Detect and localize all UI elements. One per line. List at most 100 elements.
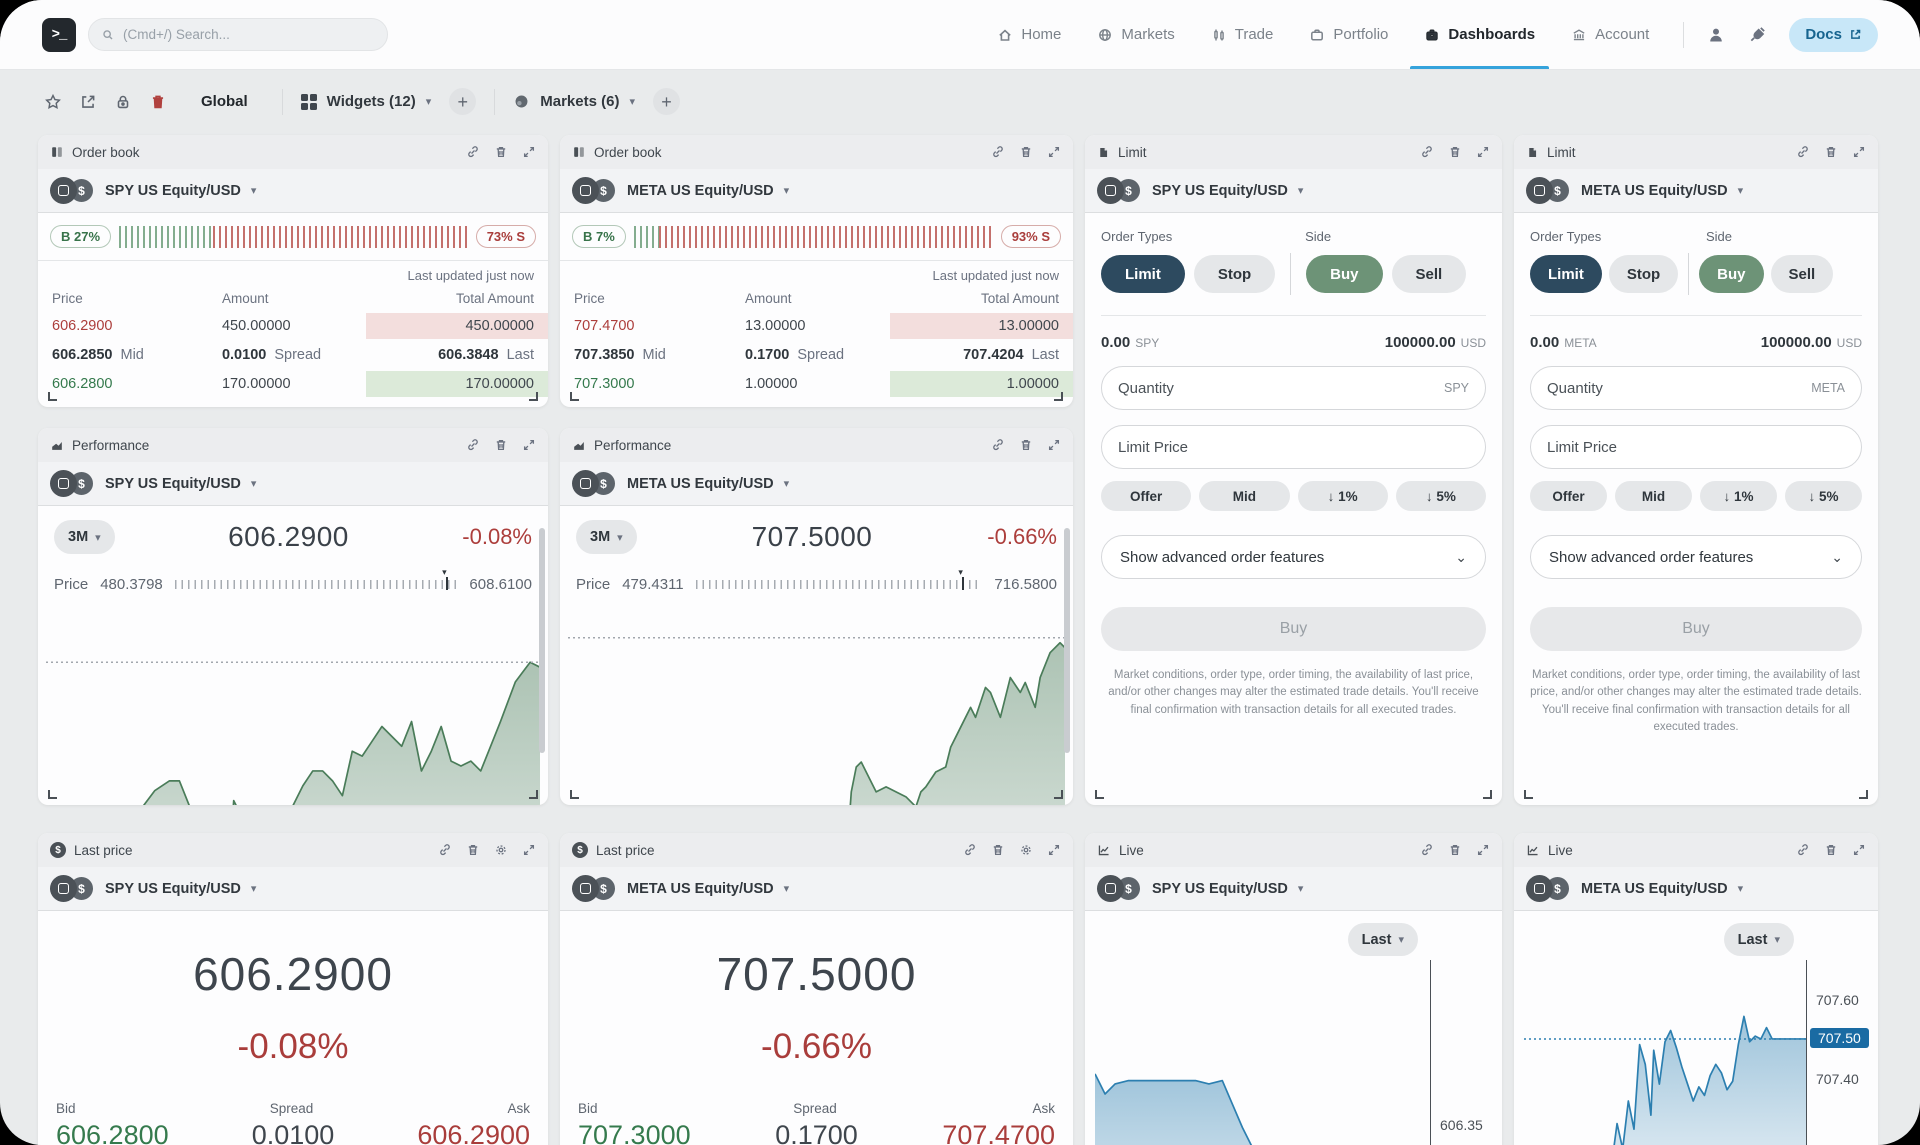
trash-icon[interactable]: [494, 438, 508, 452]
resize-corner[interactable]: [1524, 790, 1533, 799]
widgets-dropdown[interactable]: Widgets (12) ▾: [300, 93, 431, 110]
trash-icon[interactable]: [1448, 145, 1462, 159]
expand-icon[interactable]: [522, 843, 536, 857]
sell-side-button[interactable]: Sell: [1391, 255, 1467, 293]
settings-gear-icon[interactable]: [494, 843, 508, 857]
symbol-selector[interactable]: $ SPY US Equity/USD ▾: [38, 169, 548, 213]
settings-gear-icon[interactable]: [1019, 843, 1033, 857]
submit-buy-button[interactable]: Buy: [1101, 607, 1486, 651]
resize-corner[interactable]: [570, 790, 579, 799]
link-icon[interactable]: [963, 843, 977, 857]
resize-corner[interactable]: [1095, 790, 1104, 799]
resize-corner[interactable]: [1483, 790, 1492, 799]
symbol-selector[interactable]: $ META US Equity/USD ▾: [560, 867, 1073, 911]
user-icon[interactable]: [1706, 25, 1726, 45]
expand-icon[interactable]: [522, 438, 536, 452]
search-input[interactable]: [123, 27, 353, 42]
link-icon[interactable]: [1420, 145, 1434, 159]
resize-corner[interactable]: [1054, 790, 1063, 799]
expand-icon[interactable]: [1476, 145, 1490, 159]
down-1pct-button[interactable]: ↓ 1%: [1700, 481, 1777, 511]
sell-side-button[interactable]: Sell: [1770, 255, 1834, 293]
add-widget-button[interactable]: +: [449, 88, 477, 115]
trash-icon[interactable]: [1824, 843, 1838, 857]
scrollbar[interactable]: [1064, 528, 1070, 753]
down-5pct-button[interactable]: ↓ 5%: [1785, 481, 1862, 511]
expand-icon[interactable]: [1047, 843, 1061, 857]
link-icon[interactable]: [991, 438, 1005, 452]
symbol-selector[interactable]: $ SPY US Equity/USD ▾: [1085, 169, 1502, 213]
resize-corner[interactable]: [48, 790, 57, 799]
offer-button[interactable]: Offer: [1101, 481, 1192, 511]
lock-icon[interactable]: [114, 93, 132, 111]
submit-buy-button[interactable]: Buy: [1530, 607, 1862, 651]
nav-item-trade[interactable]: Trade: [1211, 0, 1273, 69]
dashboard-tab-global[interactable]: Global: [201, 93, 248, 110]
down-1pct-button[interactable]: ↓ 1%: [1297, 481, 1388, 511]
nav-item-account[interactable]: Account: [1571, 0, 1649, 69]
resize-corner[interactable]: [570, 392, 579, 401]
resize-corner[interactable]: [1859, 790, 1868, 799]
docs-button[interactable]: Docs: [1789, 17, 1878, 52]
symbol-selector[interactable]: $ META US Equity/USD ▾: [560, 462, 1073, 506]
nav-item-dashboards[interactable]: Dashboards: [1410, 0, 1550, 69]
buy-side-button[interactable]: Buy: [1699, 255, 1764, 293]
star-icon[interactable]: [44, 93, 62, 111]
quantity-input[interactable]: [1547, 379, 1812, 397]
trash-icon[interactable]: [1019, 145, 1033, 159]
nav-item-markets[interactable]: Markets: [1097, 0, 1175, 69]
bid-row[interactable]: 707.3000 1.00000 1.00000: [560, 369, 1073, 398]
price-type-selector[interactable]: Last ▾: [1347, 923, 1418, 956]
symbol-selector[interactable]: $ META US Equity/USD ▾: [560, 169, 1073, 213]
link-icon[interactable]: [991, 145, 1005, 159]
symbol-selector[interactable]: $ META US Equity/USD ▾: [1514, 867, 1878, 911]
stop-type-button[interactable]: Stop: [1193, 255, 1276, 293]
bid-row[interactable]: 606.2800 170.00000 170.00000: [38, 369, 548, 398]
symbol-selector[interactable]: $ SPY US Equity/USD ▾: [1085, 867, 1502, 911]
advanced-features-select[interactable]: Show advanced order features ⌄: [1530, 535, 1862, 579]
terminal-logo-icon[interactable]: >_: [42, 17, 76, 52]
trash-icon[interactable]: [494, 145, 508, 159]
expand-icon[interactable]: [1047, 145, 1061, 159]
price-type-selector[interactable]: Last ▾: [1723, 923, 1794, 956]
nav-item-home[interactable]: Home: [997, 0, 1061, 69]
resize-corner[interactable]: [529, 790, 538, 799]
limit-price-input[interactable]: [1547, 438, 1845, 456]
scrollbar[interactable]: [539, 528, 545, 753]
resize-corner[interactable]: [1054, 392, 1063, 401]
link-icon[interactable]: [438, 843, 452, 857]
nav-item-portfolio[interactable]: Portfolio: [1309, 0, 1388, 69]
limit-type-button[interactable]: Limit: [1101, 255, 1185, 293]
symbol-selector[interactable]: $ SPY US Equity/USD ▾: [38, 462, 548, 506]
link-icon[interactable]: [1796, 843, 1810, 857]
stop-type-button[interactable]: Stop: [1608, 255, 1679, 293]
resize-corner[interactable]: [48, 392, 57, 401]
share-export-icon[interactable]: [79, 93, 97, 111]
ask-row[interactable]: 707.4700 13.00000 13.00000: [560, 311, 1073, 340]
range-selector[interactable]: 3M ▾: [54, 520, 115, 554]
expand-icon[interactable]: [1047, 438, 1061, 452]
trash-icon[interactable]: [1824, 145, 1838, 159]
limit-price-input[interactable]: [1118, 438, 1469, 456]
down-5pct-button[interactable]: ↓ 5%: [1395, 481, 1486, 511]
mid-button[interactable]: Mid: [1615, 481, 1692, 511]
symbol-selector[interactable]: $ META US Equity/USD ▾: [1514, 169, 1878, 213]
limit-type-button[interactable]: Limit: [1530, 255, 1602, 293]
resize-corner[interactable]: [529, 392, 538, 401]
offer-button[interactable]: Offer: [1530, 481, 1607, 511]
link-icon[interactable]: [466, 438, 480, 452]
ask-row[interactable]: 606.2900 450.00000 450.00000: [38, 311, 548, 340]
link-icon[interactable]: [466, 145, 480, 159]
link-icon[interactable]: [1796, 145, 1810, 159]
trash-icon[interactable]: [991, 843, 1005, 857]
expand-icon[interactable]: [522, 145, 536, 159]
advanced-features-select[interactable]: Show advanced order features ⌄: [1101, 535, 1486, 579]
link-icon[interactable]: [1420, 843, 1434, 857]
trash-icon[interactable]: [1448, 843, 1462, 857]
add-market-button[interactable]: +: [652, 88, 680, 115]
buy-side-button[interactable]: Buy: [1306, 255, 1383, 293]
quantity-input[interactable]: [1118, 379, 1444, 397]
global-search[interactable]: [88, 18, 388, 51]
mid-button[interactable]: Mid: [1199, 481, 1290, 511]
trash-icon[interactable]: [1019, 438, 1033, 452]
